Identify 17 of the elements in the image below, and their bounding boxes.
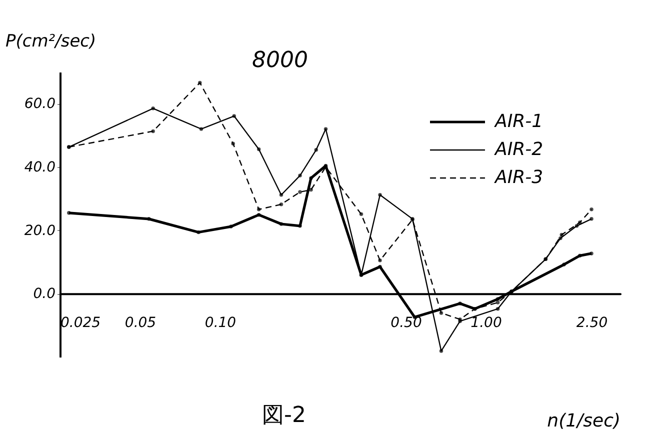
y-tick-label: 20.0 <box>24 222 56 239</box>
legend-label: AIR-3 <box>494 167 544 188</box>
y-tick-label: 40.0 <box>24 160 56 176</box>
legend-label: AIR-2 <box>494 139 544 160</box>
x-axis-title: n(1/sec) <box>547 410 620 432</box>
chart-title: 8000 <box>252 48 308 73</box>
x-tick-label: 1.00 <box>470 315 502 332</box>
x-tick-label: 0.10 <box>204 315 236 332</box>
text: 図-2 <box>262 403 306 428</box>
x-tick-label: 0.50 <box>390 315 422 332</box>
y-tick-label: 0.0 <box>33 286 56 302</box>
x-tick-label: 2.50 <box>576 315 608 332</box>
legend-label: AIR-1 <box>494 111 544 132</box>
x-tick-label: 0.025 <box>60 315 101 332</box>
y-tick-label: 60.0 <box>24 96 56 112</box>
x-tick-label: 0.05 <box>124 315 156 332</box>
y-axis-title: P(cm²/sec) <box>6 32 96 52</box>
